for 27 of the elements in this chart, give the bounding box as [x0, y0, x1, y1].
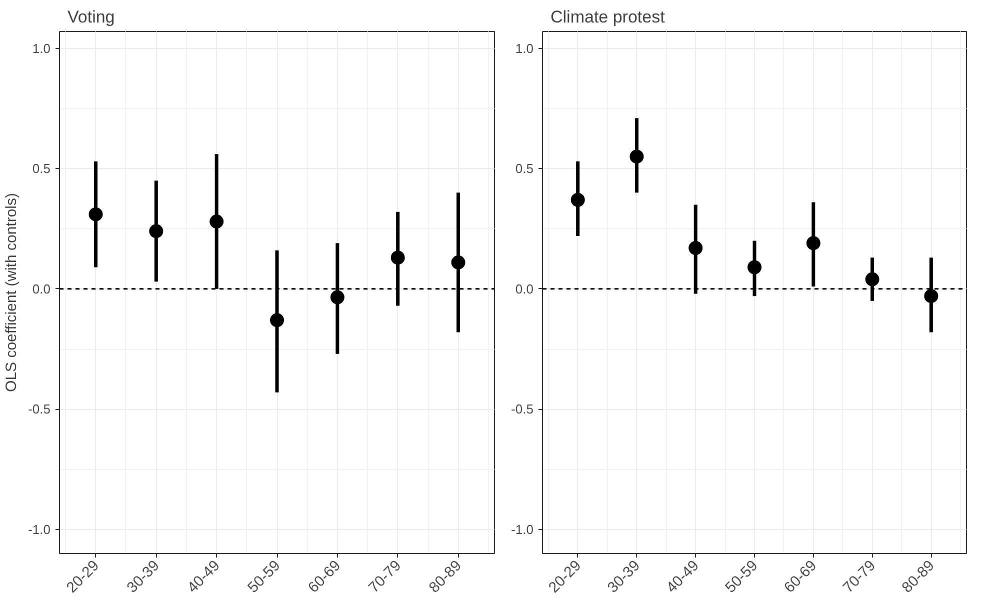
y-tick-label: -1.0: [511, 522, 534, 537]
point: [390, 250, 405, 265]
point: [865, 272, 880, 286]
point: [688, 241, 703, 255]
point: [748, 260, 762, 274]
y-axis-title: OLS coefficient (with controls): [3, 193, 20, 392]
y-tick-label: -0.5: [511, 402, 534, 417]
point: [806, 236, 820, 250]
point: [88, 207, 103, 222]
y-tick-label: -1.0: [28, 522, 51, 537]
y-tick-label: 0.5: [515, 161, 534, 176]
y-tick-label: -0.5: [28, 402, 51, 417]
y-tick-label: 0.0: [515, 281, 534, 296]
point: [451, 255, 466, 270]
y-tick-label: 1.0: [515, 40, 534, 56]
chart-title: Climate protest: [550, 8, 666, 26]
point: [924, 289, 938, 304]
point: [270, 313, 284, 328]
y-tick-label: 1.0: [32, 40, 51, 56]
y-tick-label: 0.0: [32, 281, 51, 296]
y-tick-label: 0.5: [32, 161, 51, 176]
point: [630, 150, 644, 164]
point: [570, 192, 585, 207]
point: [149, 224, 164, 238]
chart-title: Voting: [68, 8, 115, 26]
point: [330, 290, 344, 304]
point: [210, 214, 224, 229]
